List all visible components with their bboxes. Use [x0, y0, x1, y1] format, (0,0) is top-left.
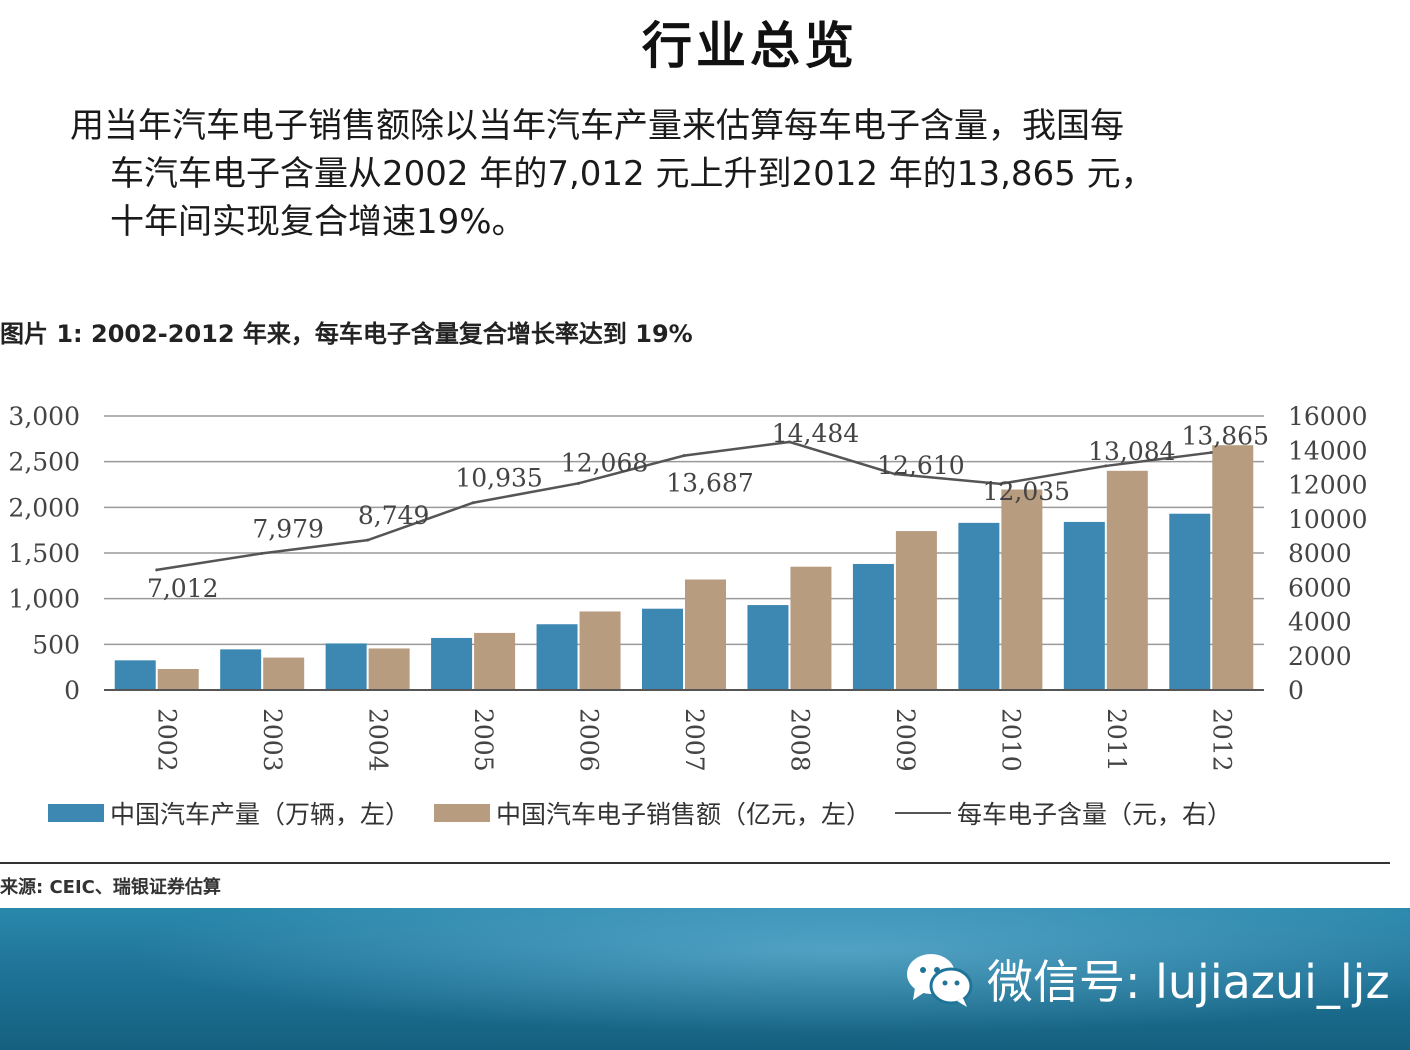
bar-production: [1063, 521, 1105, 690]
bar-production: [536, 624, 578, 690]
bar-sales: [1212, 445, 1254, 690]
y-left-tick-label: 3,000: [8, 402, 80, 431]
line-data-label: 12,610: [877, 451, 964, 480]
bar-production: [325, 643, 367, 690]
line-data-label: 13,084: [1088, 437, 1175, 466]
y-left-tick-label: 1,500: [8, 539, 80, 568]
legend-label-content: 每车电子含量（元，右）: [957, 800, 1233, 829]
y-right-tick-label: 0: [1288, 676, 1304, 705]
bar-sales: [263, 657, 305, 690]
x-tick-label: 2011: [1102, 708, 1131, 772]
intro-paragraph: 用当年汽车电子销售额除以当年汽车产量来估算每车电子含量，我国每 车汽车电子含量从…: [70, 102, 1320, 246]
y-right-tick-label: 6000: [1288, 573, 1352, 602]
legend-item-production: 中国汽车产量（万辆，左）: [48, 795, 410, 831]
y-right-tick-label: 16000: [1288, 402, 1368, 431]
footer-band: 微信号: lujiazui_ljz: [0, 908, 1410, 1050]
figure-caption: 图片 1: 2002-2012 年来，每车电子含量复合增长率达到 19%: [0, 320, 693, 348]
x-tick-label: 2007: [680, 708, 709, 772]
page-title: 行业总览: [642, 16, 858, 75]
line-data-label: 13,865: [1182, 422, 1269, 451]
x-tick-label: 2008: [785, 708, 814, 772]
line-data-label: 14,484: [772, 419, 859, 448]
y-right-tick-label: 8000: [1288, 539, 1352, 568]
footer-glow: [0, 908, 1410, 1050]
y-left-tick-label: 500: [32, 630, 80, 659]
bar-sales: [157, 668, 199, 690]
wechat-badge: 微信号: lujiazui_ljz: [905, 946, 1390, 1012]
line-point: [471, 501, 475, 505]
line-point: [577, 481, 581, 485]
line-point: [155, 568, 159, 572]
x-tick-label: 2012: [1207, 708, 1236, 772]
x-tick-label: 2003: [258, 708, 287, 772]
bar-sales: [474, 632, 516, 690]
chart-legend: 中国汽车产量（万辆，左） 中国汽车电子销售额（亿元，左） 每车电子含量（元，右）: [48, 795, 1388, 831]
y-left-tick-label: 1,000: [8, 585, 80, 614]
line-data-label: 8,749: [358, 501, 430, 530]
x-tick-label: 2009: [891, 708, 920, 772]
legend-swatch-content: [895, 812, 952, 814]
bar-production: [747, 605, 789, 690]
line-data-label: 7,979: [252, 514, 324, 543]
bar-production: [220, 649, 262, 690]
line-point: [260, 551, 264, 555]
line-point: [998, 482, 1002, 486]
intro-line-3: 十年间实现复合增速19%。: [110, 202, 526, 242]
legend-label-production: 中国汽车产量（万辆，左）: [110, 800, 411, 829]
bar-production: [642, 608, 683, 690]
intro-line-1: 用当年汽车电子销售额除以当年汽车产量来估算每车电子含量，我国每: [70, 106, 1124, 146]
wechat-icon: [907, 954, 973, 1007]
bar-production: [431, 637, 473, 690]
bar-sales: [1106, 470, 1148, 690]
y-right-tick-label: 2000: [1288, 642, 1352, 671]
line-point: [366, 538, 370, 542]
y-right-tick-label: 4000: [1288, 608, 1352, 637]
line-data-label: 10,935: [455, 464, 542, 493]
legend-item-content: 每车电子含量（元，右）: [895, 795, 1232, 831]
bar-production: [114, 660, 156, 690]
wechat-label: 微信号: lujiazui_ljz: [987, 955, 1390, 1009]
y-right-tick-label: 10000: [1288, 505, 1368, 534]
intro-line-2: 车汽车电子含量从2002 年的7,012 元上升到2012 年的13,865 元…: [110, 154, 1155, 194]
bar-sales: [685, 579, 726, 690]
x-tick-label: 2005: [469, 708, 498, 772]
x-tick-label: 2004: [364, 708, 393, 772]
y-left-tick-label: 2,500: [8, 448, 80, 477]
legend-swatch-sales: [434, 804, 491, 822]
y-left-tick-label: 2,000: [8, 493, 80, 522]
line-point: [1104, 464, 1108, 468]
legend-item-sales: 中国汽车电子销售额（亿元，左）: [434, 795, 871, 831]
x-tick-label: 2010: [996, 708, 1025, 772]
source-note: 来源: CEIC、瑞银证券估算: [0, 877, 221, 898]
y-right-tick-label: 12000: [1288, 471, 1368, 500]
bar-production: [958, 522, 1000, 690]
line-data-label: 12,068: [561, 448, 648, 477]
line-point: [893, 472, 897, 476]
y-right-tick-label: 14000: [1288, 436, 1368, 465]
x-tick-label: 2002: [153, 708, 182, 772]
combo-chart: 0 500 1,000 1,500 2,000 2,500 3,000 0 2000 4000 60…: [8, 402, 1368, 772]
line-point: [682, 454, 686, 458]
bar-sales: [790, 566, 832, 690]
bar-sales: [1001, 489, 1043, 690]
line-data-label: 13,687: [666, 469, 753, 498]
line-point: [787, 440, 791, 444]
bar-sales: [895, 531, 937, 690]
line-point: [1209, 451, 1213, 455]
source-divider: [0, 862, 1390, 864]
line-data-label: 12,035: [983, 477, 1070, 506]
bar-sales: [579, 611, 621, 690]
y-left-tick-label: 0: [64, 676, 80, 705]
legend-swatch-production: [48, 804, 104, 822]
line-data-label: 7,012: [147, 574, 219, 603]
x-tick-label: 2006: [575, 708, 604, 772]
legend-label-sales: 中国汽车电子销售额（亿元，左）: [496, 800, 872, 829]
bar-sales: [368, 648, 410, 690]
bar-production: [1169, 513, 1211, 690]
bar-production: [852, 563, 894, 690]
